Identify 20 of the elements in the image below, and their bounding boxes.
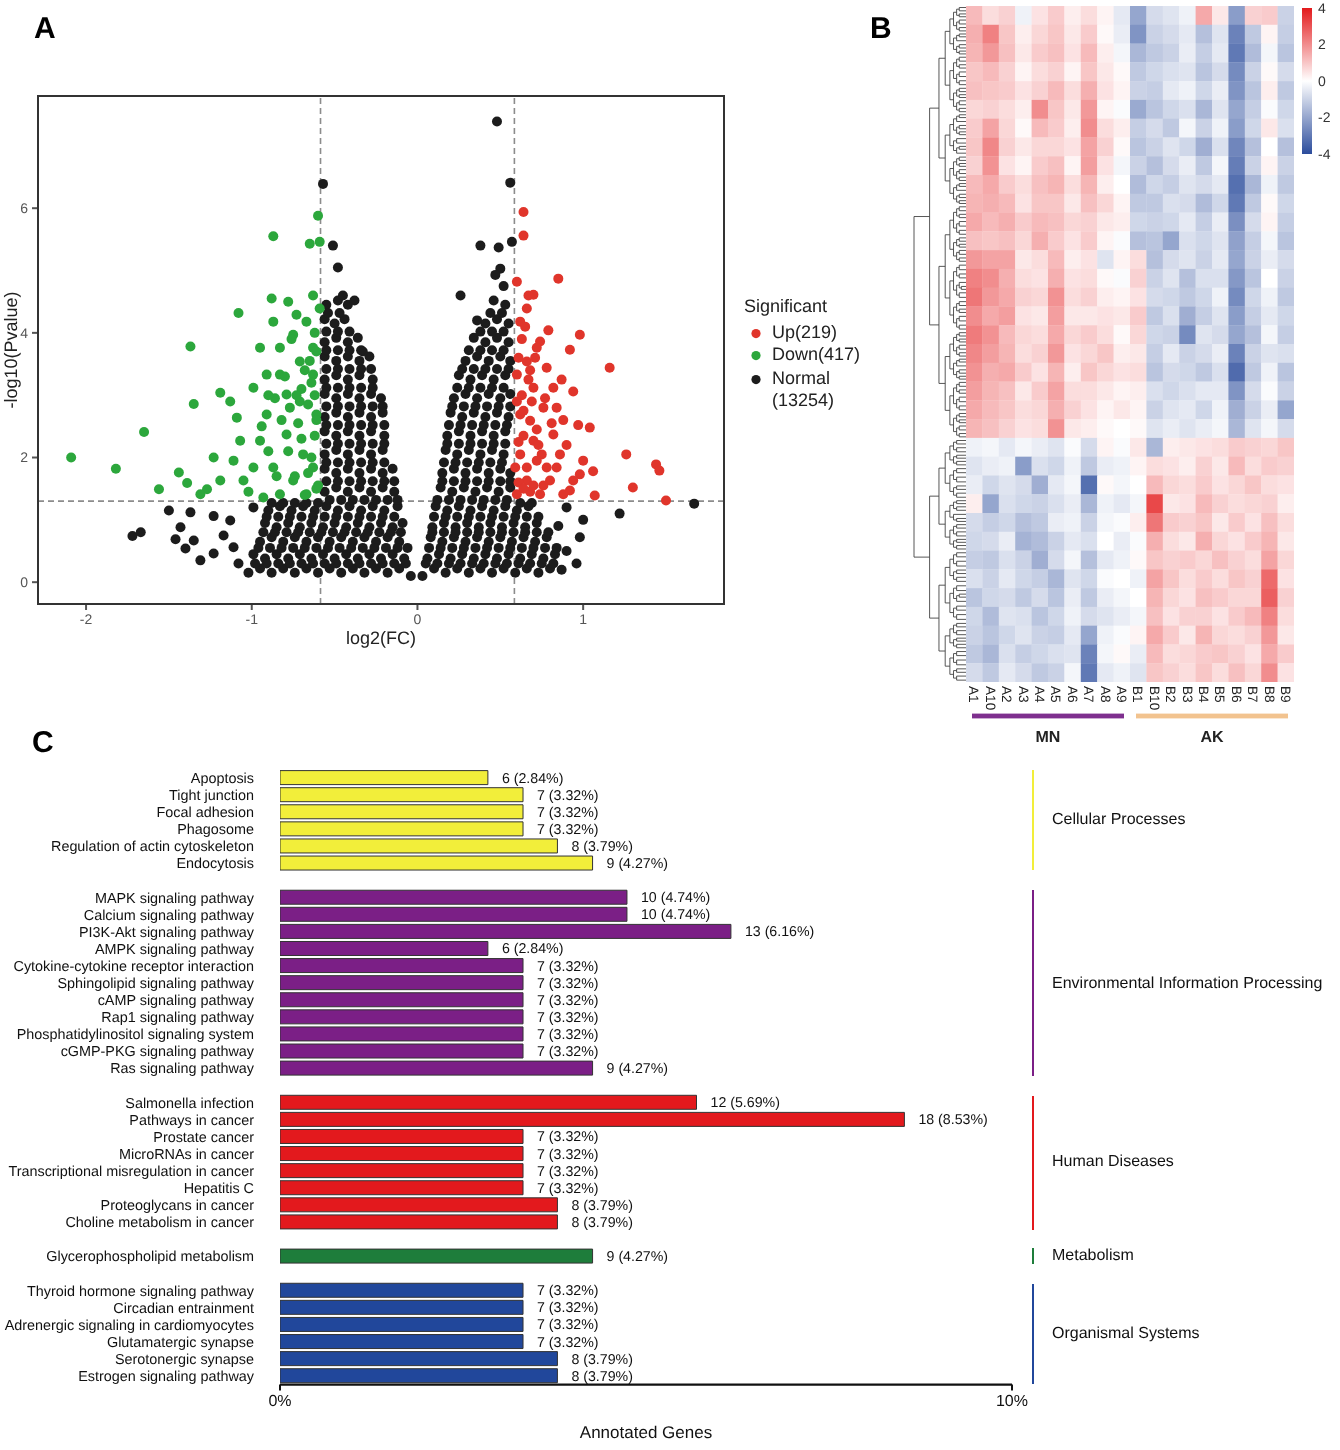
x-axis-title: Annotated Genes [579, 1422, 713, 1443]
legend-label: Down(417) [772, 344, 861, 364]
x-tick-label: 0% [268, 1391, 292, 1410]
legend-label: Metabolism [1052, 1246, 1134, 1265]
text: Organismal Systems [1052, 1323, 1200, 1342]
x-tick-label: 10% [995, 1391, 1029, 1410]
chart-title: A [34, 12, 56, 46]
text: Human Diseases [1052, 1152, 1174, 1171]
text: AK [1200, 727, 1224, 746]
bar [280, 1248, 594, 1264]
x-axis-title: log2(FC) [345, 628, 417, 648]
legend-title: Significant [744, 296, 828, 316]
legend-label: Up(219) [772, 321, 838, 341]
legend-label: Normal (13254) [772, 367, 835, 410]
text: Environmental Information Processing [1052, 973, 1323, 991]
chart-title: B [870, 12, 892, 46]
text: Cellular Processes [1052, 810, 1186, 829]
y-axis-title: -log10(Pvalue) [1, 291, 21, 409]
text: MN [1035, 727, 1061, 746]
chart-title: C [32, 726, 54, 760]
